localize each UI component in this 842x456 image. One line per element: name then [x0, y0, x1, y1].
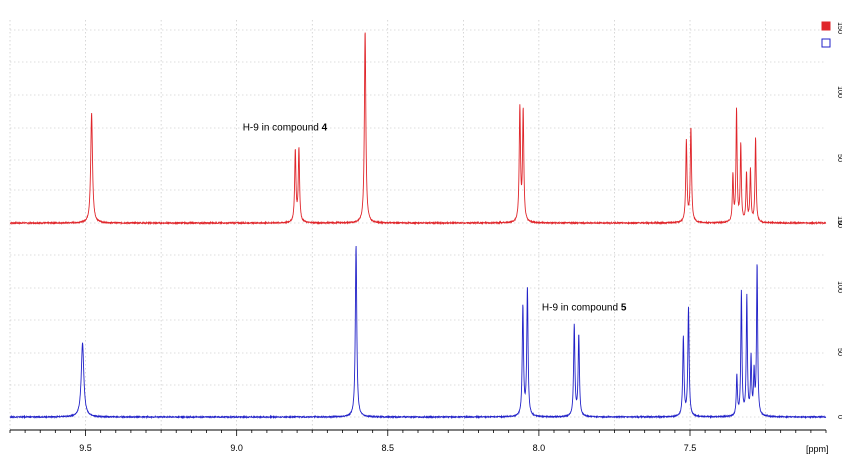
y-axis-right: 050100150050100150 — [836, 22, 842, 419]
x-tick-label: 9.0 — [230, 443, 243, 453]
x-tick-label: 8.0 — [533, 443, 546, 453]
y-tick-label: 150 — [836, 22, 842, 34]
legend-swatch-1 — [821, 21, 831, 31]
legend-swatch-2 — [821, 38, 831, 48]
y-tick-label: 100 — [836, 281, 842, 293]
y-tick-label: 150 — [836, 216, 842, 228]
spectra — [9, 32, 827, 420]
y-tick-label: 0 — [836, 221, 842, 225]
plot-area-background — [10, 20, 826, 430]
legend — [821, 21, 831, 48]
spectrum-trace-2 — [9, 245, 827, 420]
peak-annotation-compound-5: H-9 in compound 5 — [542, 302, 627, 313]
x-tick-label: 7.5 — [684, 443, 697, 453]
y-tick-label: 0 — [836, 415, 842, 419]
y-tick-label: 50 — [836, 154, 842, 162]
x-axis-unit-label: [ppm] — [806, 444, 829, 454]
annotations: H-9 in compound 4 H-9 in compound 5 — [243, 122, 627, 313]
y-tick-label: 100 — [836, 86, 842, 98]
peak-annotation-compound-4: H-9 in compound 4 — [243, 122, 328, 133]
x-axis-ticks: 9.5 9.0 8.5 8.0 7.5 — [9, 430, 827, 453]
spectrum-trace-1 — [9, 32, 827, 226]
x-tick-label: 9.5 — [79, 443, 92, 453]
y-tick-label: 50 — [836, 348, 842, 356]
x-tick-label: 8.5 — [382, 443, 395, 453]
